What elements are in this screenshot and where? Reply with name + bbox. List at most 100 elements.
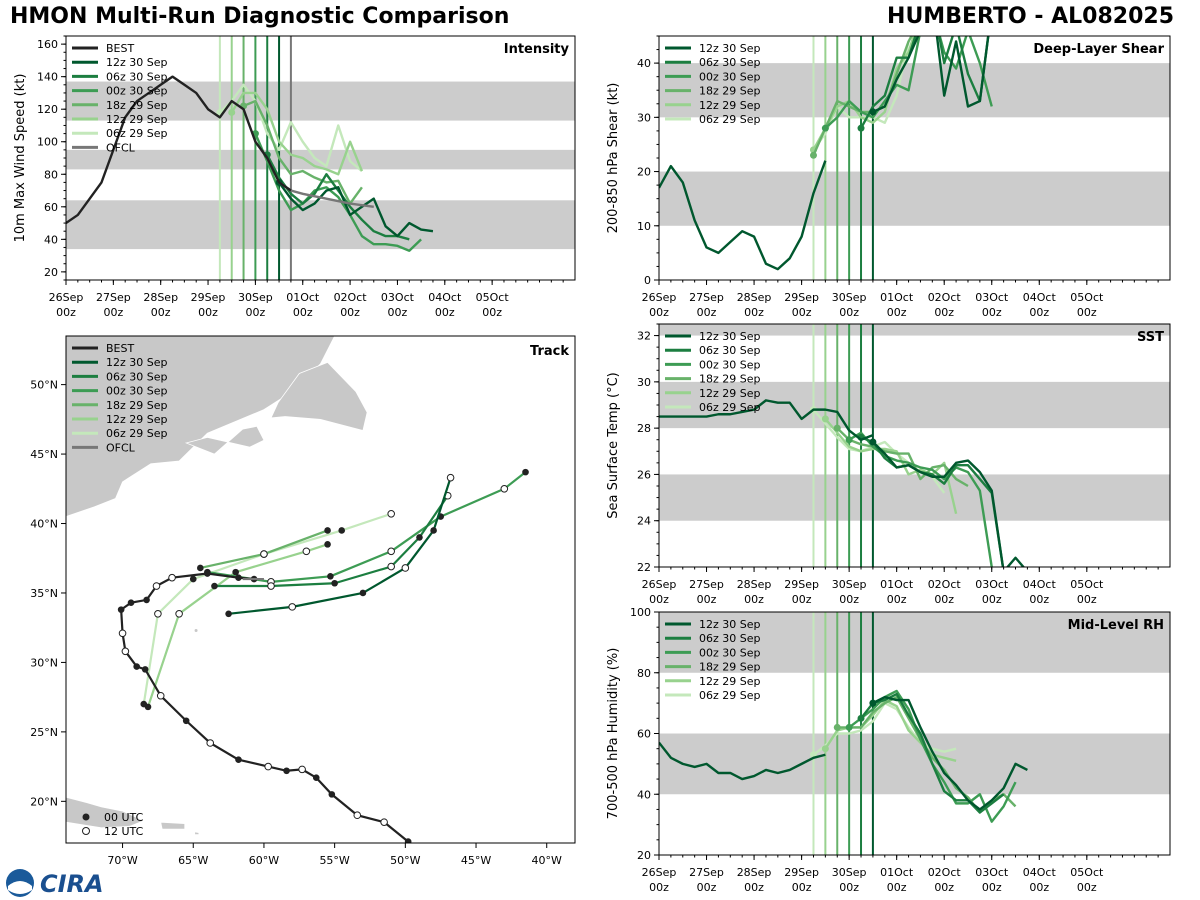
threshold-band xyxy=(66,200,575,250)
best-point-12utc xyxy=(118,629,127,638)
best-point-00utc xyxy=(235,574,242,581)
y-tick-label: 140 xyxy=(37,71,58,84)
y-axis-label: 700-500 hPa Humidity (%) xyxy=(606,648,621,820)
marker-legend-00utc xyxy=(82,813,90,821)
x-tick-label-hour: 00z xyxy=(293,306,313,319)
best-track-line xyxy=(659,160,827,271)
legend-label: 18z 29 Sep xyxy=(699,85,761,98)
x-tick-label-hour: 00z xyxy=(744,881,764,894)
panel-title: SST xyxy=(1137,330,1164,345)
legend-label: 00z 30 Sep xyxy=(106,85,168,98)
track-point-00utc xyxy=(232,568,239,576)
series-line xyxy=(278,181,434,238)
y-tick-label: 60 xyxy=(44,201,58,214)
y-tick-label: 100 xyxy=(630,606,651,619)
legend-label: 12z 30 Sep xyxy=(699,330,761,343)
x-tick-label-hour: 00z xyxy=(697,593,717,606)
x-tick-label-hour: 00z xyxy=(1077,593,1097,606)
series-init-point xyxy=(857,714,865,722)
legend-label: 06z 30 Sep xyxy=(106,70,168,83)
best-point-12utc xyxy=(168,573,176,582)
track-point-12utc xyxy=(446,473,455,482)
x-tick-label-date: 28Sep xyxy=(737,291,772,304)
best-track xyxy=(120,572,409,843)
x-tick-label-date: 29Sep xyxy=(784,866,819,879)
legend-label: OFCL xyxy=(106,141,136,154)
x-tick-label-date: 28Sep xyxy=(737,578,772,591)
legend-label: 06z 29 Sep xyxy=(699,689,761,702)
landmass xyxy=(160,821,186,830)
series-init-point xyxy=(869,699,877,707)
track-point-12utc xyxy=(500,484,509,493)
track-point-00utc xyxy=(189,575,197,583)
x-tick-label-date: 01Oct xyxy=(880,291,914,304)
legend-label: 06z 30 Sep xyxy=(699,344,761,357)
x-tick-label-hour: 00z xyxy=(435,306,455,319)
bermuda xyxy=(194,628,198,632)
chart-shear: 0 10 20 30 40 26Sep 00z 27Sep 00z 28Sep 00z 29Sep 00… xyxy=(606,35,1171,319)
y-tick-label: 80 xyxy=(637,667,651,680)
panel-title: Mid-Level RH xyxy=(1068,618,1164,633)
lon-tick-label: 65°W xyxy=(178,854,208,867)
track-point-00utc xyxy=(416,534,423,541)
y-tick-label: 10 xyxy=(637,220,651,233)
x-tick-label-date: 01Oct xyxy=(286,291,320,304)
x-tick-label-hour: 00z xyxy=(887,593,907,606)
track-point-12utc xyxy=(267,582,275,590)
legend-label: BEST xyxy=(106,342,134,355)
x-tick-label-hour: 00z xyxy=(792,593,812,606)
legend-label: 06z 29 Sep xyxy=(106,127,168,140)
panel-title: Deep-Layer Shear xyxy=(1033,42,1164,57)
best-point-00utc xyxy=(204,570,211,577)
series-line xyxy=(266,154,410,241)
x-tick-label-date: 01Oct xyxy=(880,578,914,591)
track-point-12utc xyxy=(401,564,410,572)
y-tick-label: 80 xyxy=(44,168,58,181)
x-tick-label-hour: 00z xyxy=(56,306,76,319)
y-tick-label: 32 xyxy=(637,330,651,343)
threshold-band xyxy=(659,474,1170,521)
legend-label: 06z 29 Sep xyxy=(106,427,168,440)
x-tick-label-hour: 00z xyxy=(1029,593,1049,606)
legend-label: 06z 30 Sep xyxy=(699,632,761,645)
track-point-00utc xyxy=(324,527,331,534)
marker-legend-label: 00 UTC xyxy=(104,811,144,824)
best-point-00utc xyxy=(312,774,320,782)
best-point-12utc xyxy=(121,647,130,656)
y-tick-label: 22 xyxy=(637,561,651,574)
legend-label: 12z 30 Sep xyxy=(106,356,168,369)
x-tick-label-hour: 00z xyxy=(697,306,717,319)
x-tick-label-hour: 00z xyxy=(649,593,669,606)
x-tick-label-hour: 00z xyxy=(792,881,812,894)
x-tick-label-hour: 00z xyxy=(388,306,408,319)
lat-tick-label: 20°N xyxy=(30,795,58,808)
x-tick-label-date: 26Sep xyxy=(642,291,677,304)
x-tick-label-date: 02Oct xyxy=(928,866,962,879)
y-tick-label: 28 xyxy=(637,422,651,435)
y-tick-label: 0 xyxy=(644,274,651,287)
x-tick-label-date: 04Oct xyxy=(1023,291,1057,304)
x-tick-label-hour: 00z xyxy=(1077,881,1097,894)
x-tick-label-hour: 00z xyxy=(934,593,954,606)
threshold-band xyxy=(659,324,1170,336)
legend-label: 18z 29 Sep xyxy=(106,399,168,412)
x-tick-label-date: 29Sep xyxy=(191,291,226,304)
legend-label: 12z 30 Sep xyxy=(106,56,168,69)
plot-area xyxy=(659,324,1170,567)
x-tick-label-hour: 00z xyxy=(246,306,266,319)
plot-area xyxy=(659,612,1170,855)
track-point-12utc xyxy=(387,562,395,571)
track-point-00utc xyxy=(331,579,338,587)
lat-tick-label: 35°N xyxy=(30,587,58,600)
y-tick-label: 100 xyxy=(37,136,58,149)
track-point-00utc xyxy=(197,564,204,572)
legend-label: 00z 30 Sep xyxy=(699,358,761,371)
figure-title: HMON Multi-Run Diagnostic Comparison xyxy=(10,4,510,29)
series-line xyxy=(872,441,1026,567)
marker-legend-label: 12 UTC xyxy=(104,825,144,838)
x-tick-label-hour: 00z xyxy=(151,306,171,319)
x-tick-label-date: 03Oct xyxy=(975,291,1009,304)
x-tick-label-date: 05Oct xyxy=(476,291,510,304)
x-tick-label-hour: 00z xyxy=(934,306,954,319)
legend-label: 12z 29 Sep xyxy=(699,387,761,400)
